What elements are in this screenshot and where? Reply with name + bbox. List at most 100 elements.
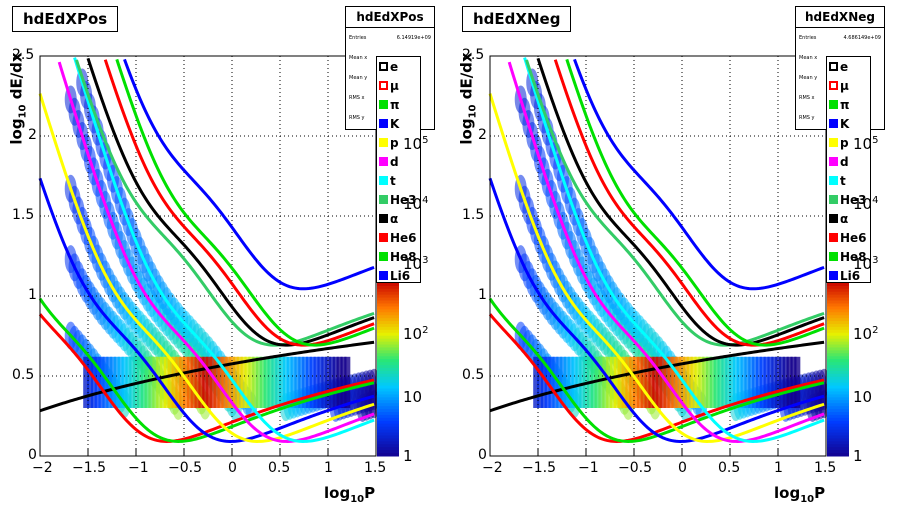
heat-cell	[117, 356, 124, 408]
y-tick-label: 1	[478, 287, 487, 303]
curve-He3	[75, 59, 375, 347]
heat-cell	[667, 356, 674, 408]
heat-cell	[102, 356, 109, 408]
z-tick-label: 102	[403, 325, 429, 343]
color-scale	[377, 280, 399, 457]
heat-cell	[610, 356, 616, 408]
legend-entry: p	[377, 133, 420, 152]
heat-cell	[240, 356, 247, 408]
x-tick-label: −1	[578, 460, 599, 476]
stats-title: hdEdXPos	[346, 7, 434, 28]
panel-hdedxneg: hdEdXNeg hdEdXNeg Entries 4.686149e+09 Mean …	[450, 0, 900, 514]
heat-cell	[279, 356, 286, 408]
legend-entry: He6	[377, 228, 420, 247]
legend-entry: d	[827, 152, 870, 171]
curve-t	[523, 57, 825, 443]
heat-cell	[748, 356, 755, 408]
heat-cell	[732, 356, 739, 408]
heat-cell	[625, 356, 632, 408]
heat-cell	[321, 356, 328, 408]
legend-entry: t	[377, 171, 420, 190]
legend-entry: e	[377, 57, 420, 76]
y-tick-label: 0	[28, 447, 37, 463]
heat-cell	[755, 356, 762, 408]
x-tick-label: −1	[128, 460, 149, 476]
curve-p	[488, 93, 825, 443]
heat-cell	[786, 356, 793, 408]
heat-cell	[113, 356, 120, 408]
histogram-title: hdEdXNeg	[462, 6, 572, 32]
x-tick-label: −0.5	[168, 460, 202, 476]
y-tick-label: 0.5	[462, 367, 485, 383]
heat-cell	[340, 356, 347, 408]
heat-cell	[717, 356, 724, 408]
heat-cell	[602, 356, 609, 408]
heat-cell	[179, 356, 186, 408]
curve-K	[38, 177, 375, 443]
heat-cell	[709, 356, 716, 408]
heat-cell	[163, 356, 170, 408]
x-axis-label: log10P	[324, 484, 376, 505]
curve-He3	[525, 59, 825, 347]
legend-entry: He6	[827, 228, 870, 247]
heat-cell	[275, 356, 282, 408]
legend-entry: π	[827, 95, 870, 114]
heat-cell	[129, 356, 136, 408]
curve-He6	[103, 59, 375, 347]
histogram-title: hdEdXPos	[12, 6, 119, 32]
heat-cell	[640, 356, 647, 408]
heat-cell	[190, 356, 197, 408]
x-tick-label: −1.5	[72, 460, 106, 476]
curve-μ	[488, 313, 825, 443]
y-axis-label: log10 dE/dx	[457, 52, 479, 145]
heat-cell	[325, 356, 332, 408]
x-tick-label: 1.5	[814, 460, 837, 476]
x-tick-label: −0.5	[618, 460, 652, 476]
curve-He6	[553, 59, 825, 347]
heat-cell	[690, 356, 697, 408]
grid	[490, 56, 826, 456]
heat-cell	[175, 356, 182, 408]
heat-cell	[194, 356, 201, 408]
heat-cell	[302, 356, 309, 408]
heat-cell	[682, 356, 689, 408]
legend-entry: K	[827, 114, 870, 133]
heat-cell	[328, 356, 335, 408]
y-tick-label: 2.5	[462, 47, 485, 63]
z-tick-label: 10	[853, 388, 873, 406]
heat-cell	[202, 356, 209, 408]
legend-entry: e	[827, 57, 870, 76]
heat-cell	[759, 356, 766, 408]
heat-cell	[290, 356, 297, 408]
stats-row: Mean x	[799, 55, 818, 61]
y-tick-label: 1.5	[462, 207, 485, 223]
curve-μ	[38, 313, 375, 443]
x-tick-label: 1	[324, 460, 333, 476]
legend-entry: d	[377, 152, 420, 171]
heat-cell	[313, 356, 320, 408]
heat-cell	[744, 356, 751, 408]
heat-cell	[87, 356, 94, 408]
legend-entry: t	[827, 171, 870, 190]
z-tick-label: 104	[403, 195, 429, 213]
color-scale	[827, 280, 849, 457]
heat-cell	[148, 356, 155, 408]
legend-entry: He8	[377, 247, 420, 266]
heat-cell	[706, 356, 712, 408]
x-tick-label: 1.5	[364, 460, 387, 476]
legend-entry: He3	[377, 190, 420, 209]
y-tick-label: 2	[478, 127, 487, 143]
heat-cell	[271, 356, 278, 408]
curve-He8	[565, 58, 825, 347]
heat-cell	[332, 356, 339, 408]
heat-cell	[652, 356, 659, 408]
heat-cell	[552, 356, 559, 408]
heat-cell	[256, 356, 262, 408]
heat-cell	[206, 356, 213, 408]
heat-cell	[83, 356, 90, 408]
stats-row: Entries 4.686149e+09	[799, 35, 881, 41]
heat-cell	[294, 356, 301, 408]
heat-cell	[648, 356, 655, 408]
heat-cell	[144, 356, 151, 408]
